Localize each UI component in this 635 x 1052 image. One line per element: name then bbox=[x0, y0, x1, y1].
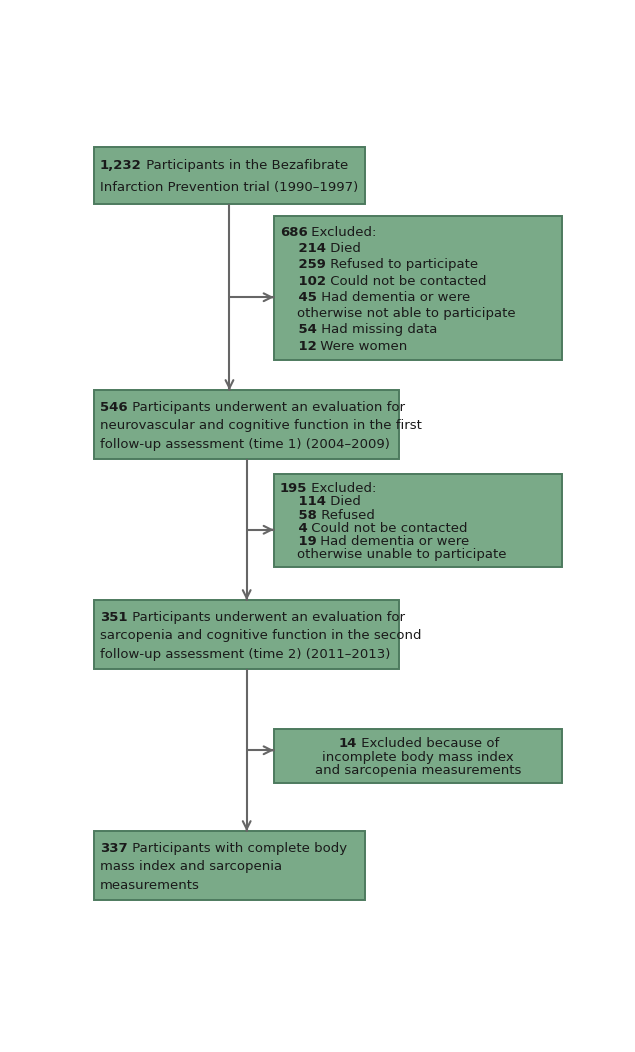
FancyBboxPatch shape bbox=[274, 217, 562, 360]
Text: Participants underwent an evaluation for: Participants underwent an evaluation for bbox=[128, 611, 404, 624]
Text: 54: 54 bbox=[279, 323, 316, 337]
Text: 12: 12 bbox=[279, 340, 316, 352]
Text: incomplete body mass index: incomplete body mass index bbox=[322, 751, 514, 764]
FancyBboxPatch shape bbox=[274, 474, 562, 567]
Text: otherwise not able to participate: otherwise not able to participate bbox=[279, 307, 515, 320]
Text: Had missing data: Had missing data bbox=[316, 323, 437, 337]
FancyBboxPatch shape bbox=[94, 831, 365, 901]
FancyBboxPatch shape bbox=[274, 729, 562, 784]
Text: Refused to participate: Refused to participate bbox=[326, 258, 478, 271]
Text: 14: 14 bbox=[338, 737, 356, 750]
Text: neurovascular and cognitive function in the first: neurovascular and cognitive function in … bbox=[100, 419, 422, 432]
Text: Refused: Refused bbox=[316, 508, 375, 522]
FancyBboxPatch shape bbox=[94, 390, 399, 460]
Text: 195: 195 bbox=[279, 482, 307, 495]
Text: otherwise unable to participate: otherwise unable to participate bbox=[279, 548, 506, 561]
Text: Infarction Prevention trial (1990–1997): Infarction Prevention trial (1990–1997) bbox=[100, 181, 358, 194]
Text: 102: 102 bbox=[279, 275, 326, 287]
Text: follow-up assessment (time 2) (2011–2013): follow-up assessment (time 2) (2011–2013… bbox=[100, 648, 391, 661]
Text: follow-up assessment (time 1) (2004–2009): follow-up assessment (time 1) (2004–2009… bbox=[100, 438, 390, 450]
Text: Died: Died bbox=[326, 242, 361, 255]
Text: and sarcopenia measurements: and sarcopenia measurements bbox=[314, 764, 521, 777]
Text: 214: 214 bbox=[279, 242, 326, 255]
Text: Had dementia or were: Had dementia or were bbox=[316, 535, 470, 548]
Text: 337: 337 bbox=[100, 842, 128, 855]
Text: 58: 58 bbox=[279, 508, 316, 522]
Text: Participants underwent an evaluation for: Participants underwent an evaluation for bbox=[128, 401, 404, 413]
Text: Died: Died bbox=[326, 495, 361, 508]
Text: 351: 351 bbox=[100, 611, 128, 624]
Text: 546: 546 bbox=[100, 401, 128, 413]
Text: sarcopenia and cognitive function in the second: sarcopenia and cognitive function in the… bbox=[100, 629, 422, 642]
Text: 114: 114 bbox=[279, 495, 326, 508]
Text: mass index and sarcopenia: mass index and sarcopenia bbox=[100, 861, 282, 873]
Text: measurements: measurements bbox=[100, 878, 200, 892]
Text: Excluded because of: Excluded because of bbox=[356, 737, 498, 750]
Text: Excluded:: Excluded: bbox=[307, 482, 377, 495]
Text: 4: 4 bbox=[279, 522, 307, 534]
Text: Had dementia or were: Had dementia or were bbox=[316, 290, 470, 304]
Text: Participants with complete body: Participants with complete body bbox=[128, 842, 347, 855]
Text: 45: 45 bbox=[279, 290, 316, 304]
Text: Could not be contacted: Could not be contacted bbox=[326, 275, 486, 287]
Text: 19: 19 bbox=[279, 535, 316, 548]
Text: Could not be contacted: Could not be contacted bbox=[307, 522, 468, 534]
FancyBboxPatch shape bbox=[94, 147, 365, 204]
FancyBboxPatch shape bbox=[94, 601, 399, 669]
Text: 686: 686 bbox=[279, 226, 307, 239]
Text: Were women: Were women bbox=[316, 340, 408, 352]
Text: 1,232: 1,232 bbox=[100, 159, 142, 173]
Text: Participants in the Bezafibrate: Participants in the Bezafibrate bbox=[142, 159, 348, 173]
Text: Excluded:: Excluded: bbox=[307, 226, 377, 239]
Text: 259: 259 bbox=[279, 258, 326, 271]
